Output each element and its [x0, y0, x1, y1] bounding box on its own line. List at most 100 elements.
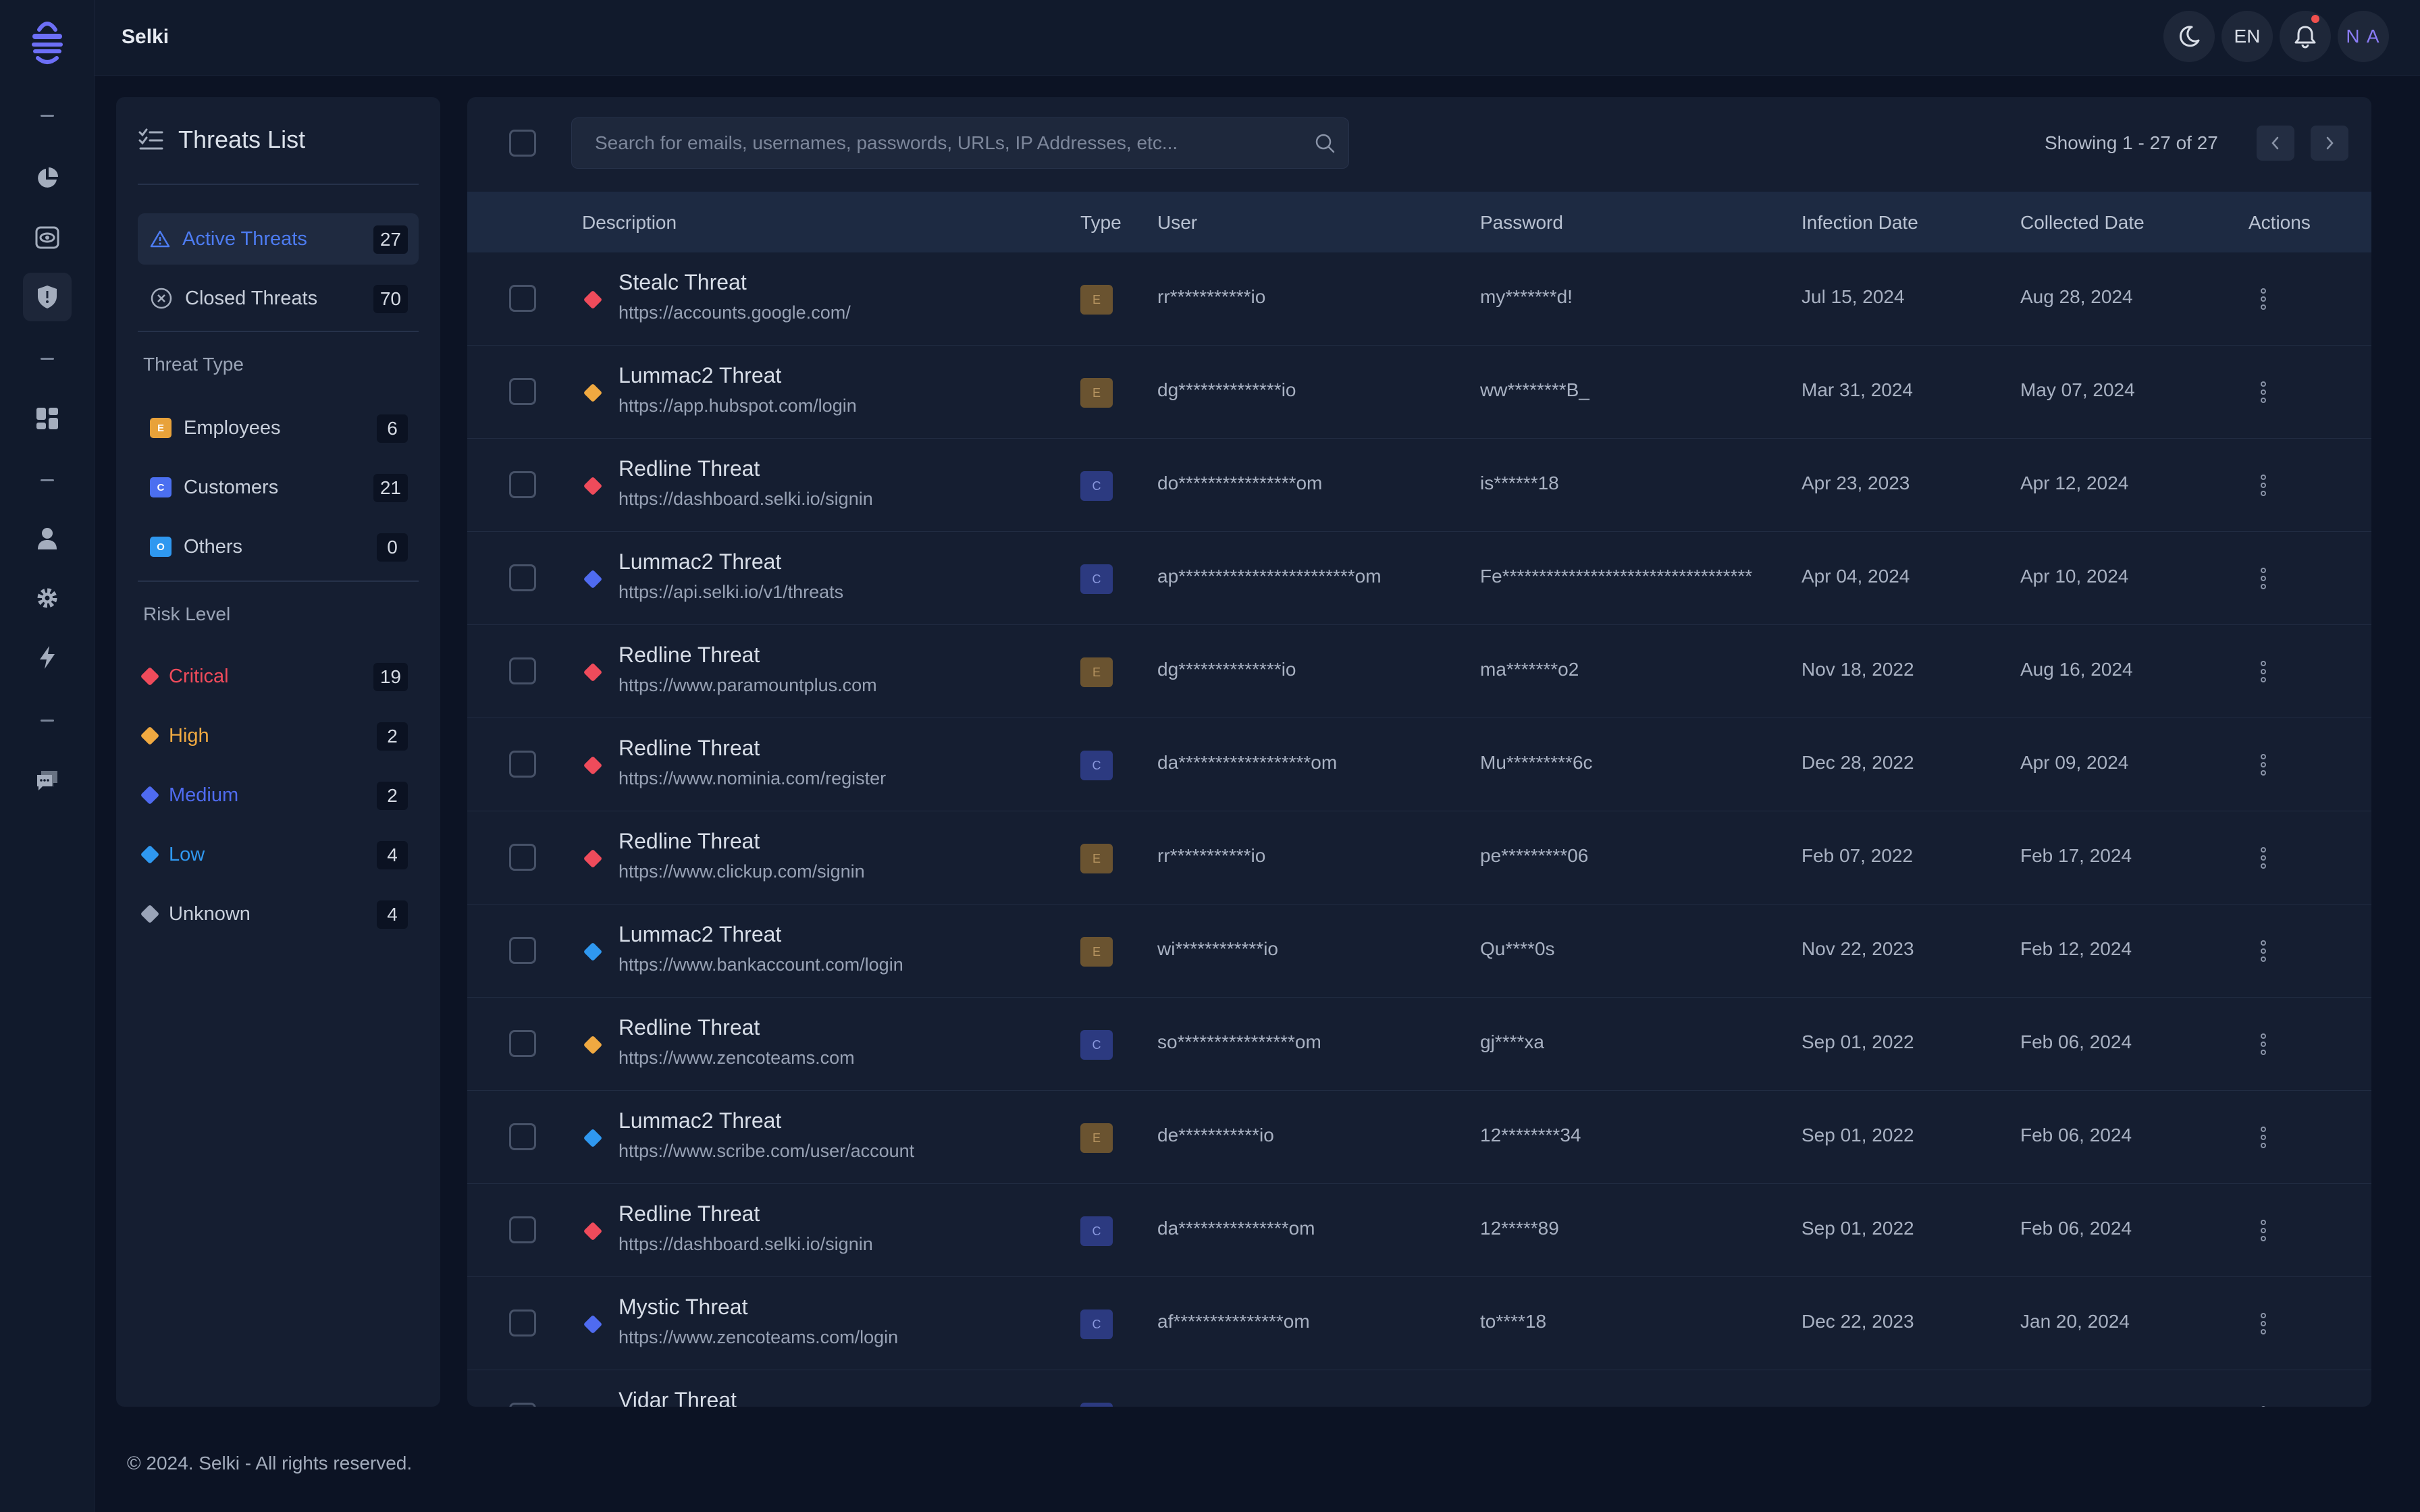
prev-page-button[interactable] — [2257, 126, 2294, 161]
row-checkbox[interactable] — [509, 1123, 536, 1150]
more-actions-icon[interactable] — [2250, 470, 2277, 501]
filter-risk-low[interactable]: Low 4 — [138, 829, 419, 880]
more-actions-icon[interactable] — [2250, 377, 2277, 408]
filter-count: 6 — [377, 414, 408, 443]
table-row[interactable]: Redline Threat https://www.zencoteams.com… — [467, 998, 2371, 1091]
nav-chat-icon[interactable] — [23, 756, 72, 805]
column-header-collected-date[interactable]: Collected Date — [2020, 212, 2145, 233]
infection-date: Nov 22, 2023 — [1801, 938, 1914, 959]
row-checkbox[interactable] — [509, 844, 536, 871]
row-checkbox[interactable] — [509, 1403, 536, 1407]
table-row[interactable]: Redline Threat https://www.paramountplus.… — [467, 625, 2371, 718]
threat-name[interactable]: Redline Threat — [619, 643, 760, 667]
user-avatar[interactable]: N A — [2338, 11, 2389, 62]
threat-name[interactable]: Vidar Threat — [619, 1388, 737, 1407]
column-header-type[interactable]: Type — [1080, 212, 1122, 233]
filter-type-customers[interactable]: C Customers 21 — [138, 462, 419, 513]
select-all-checkbox[interactable] — [509, 130, 536, 157]
masked-user: da******************om — [1157, 752, 1338, 773]
table-row[interactable]: Mystic Threat https://www.zencoteams.com/… — [467, 1277, 2371, 1370]
threat-name[interactable]: Redline Threat — [619, 736, 760, 760]
more-actions-icon[interactable] — [2250, 1122, 2277, 1153]
threat-url: https://www.zencoteams.com/login — [619, 1327, 899, 1347]
threat-name[interactable]: Stealc Threat — [619, 270, 747, 294]
row-checkbox[interactable] — [509, 937, 536, 964]
column-header-infection-date[interactable]: Infection Date — [1801, 212, 1918, 233]
threat-name[interactable]: Redline Threat — [619, 829, 760, 853]
filter-active-threats[interactable]: Active Threats 27 — [138, 213, 419, 265]
risk-diamond-icon — [583, 755, 603, 776]
more-actions-icon[interactable] — [2250, 656, 2277, 687]
column-header-password[interactable]: Password — [1480, 212, 1563, 233]
threat-name[interactable]: Lummac2 Threat — [619, 549, 782, 574]
next-page-button[interactable] — [2311, 126, 2348, 161]
more-actions-icon[interactable] — [2250, 842, 2277, 873]
filter-type-others[interactable]: O Others 0 — [138, 521, 419, 572]
risk-diamond-icon — [140, 844, 160, 865]
filter-risk-unknown[interactable]: Unknown 4 — [138, 888, 419, 940]
nav-user-icon[interactable] — [23, 514, 72, 563]
row-checkbox[interactable] — [509, 378, 536, 405]
row-checkbox[interactable] — [509, 1216, 536, 1243]
search-box — [571, 117, 1349, 169]
divider — [138, 184, 419, 185]
filter-type-employees[interactable]: E Employees 6 — [138, 402, 419, 454]
threat-name[interactable]: Redline Threat — [619, 1015, 760, 1040]
more-actions-icon[interactable] — [2250, 284, 2277, 315]
filter-risk-critical[interactable]: Critical 19 — [138, 651, 419, 702]
more-actions-icon[interactable] — [2250, 1401, 2277, 1407]
selki-logo-icon[interactable] — [26, 18, 69, 66]
table-row[interactable]: Stealc Threat https://accounts.google.com… — [467, 252, 2371, 346]
more-actions-icon[interactable] — [2250, 749, 2277, 780]
row-checkbox[interactable] — [509, 471, 536, 498]
threat-name[interactable]: Lummac2 Threat — [619, 922, 782, 946]
threat-url: https://accounts.google.com/ — [619, 302, 851, 323]
nav-settings-gear-icon[interactable] — [23, 574, 72, 622]
threat-name[interactable]: Redline Threat — [619, 456, 760, 481]
row-checkbox[interactable] — [509, 564, 536, 591]
more-actions-icon[interactable] — [2250, 1029, 2277, 1060]
table-row[interactable]: Lummac2 Threat https://app.hubspot.com/lo… — [467, 346, 2371, 439]
column-header-description[interactable]: Description — [582, 212, 677, 233]
more-actions-icon[interactable] — [2250, 563, 2277, 594]
table-row[interactable]: Lummac2 Threat https://www.scribe.com/use… — [467, 1091, 2371, 1184]
table-row[interactable]: Lummac2 Threat https://www.bankaccount.co… — [467, 905, 2371, 998]
row-checkbox[interactable] — [509, 1310, 536, 1336]
threat-name[interactable]: Redline Threat — [619, 1202, 760, 1226]
column-header-user[interactable]: User — [1157, 212, 1198, 233]
nav-bolt-icon[interactable] — [23, 633, 72, 682]
row-checkbox[interactable] — [509, 657, 536, 684]
filter-count: 27 — [373, 225, 408, 254]
filter-count: 2 — [377, 722, 408, 751]
language-button[interactable]: EN — [2221, 11, 2273, 62]
nav-threats-shield-icon[interactable] — [23, 273, 72, 321]
theme-toggle-moon-icon[interactable] — [2163, 11, 2215, 62]
more-actions-icon[interactable] — [2250, 936, 2277, 967]
filter-risk-medium[interactable]: Medium 2 — [138, 770, 419, 821]
filter-risk-high[interactable]: High 2 — [138, 710, 419, 761]
filter-closed-threats[interactable]: Closed Threats 70 — [138, 273, 419, 324]
table-row[interactable]: Redline Threat https://dashboard.selki.io… — [467, 439, 2371, 532]
search-icon[interactable] — [1313, 132, 1336, 155]
nav-apps-grid-icon[interactable] — [23, 394, 72, 443]
row-checkbox[interactable] — [509, 1030, 536, 1057]
table-row[interactable]: Redline Threat https://www.clickup.com/si… — [467, 811, 2371, 905]
table-row[interactable]: Vidar Threat C — [467, 1370, 2371, 1407]
row-checkbox[interactable] — [509, 285, 536, 312]
nav-dashboard-chart-icon[interactable] — [23, 154, 72, 202]
nav-monitoring-eye-icon[interactable] — [23, 213, 72, 262]
threat-url: https://www.bankaccount.com/login — [619, 954, 903, 975]
threat-name[interactable]: Mystic Threat — [619, 1295, 748, 1319]
row-checkbox[interactable] — [509, 751, 536, 778]
more-actions-icon[interactable] — [2250, 1215, 2277, 1246]
threat-name[interactable]: Lummac2 Threat — [619, 363, 782, 387]
table-row[interactable]: Lummac2 Threat https://api.selki.io/v1/th… — [467, 532, 2371, 625]
table-row[interactable]: Redline Threat https://www.nominia.com/re… — [467, 718, 2371, 811]
threat-name[interactable]: Lummac2 Threat — [619, 1108, 782, 1133]
table-row[interactable]: Redline Threat https://dashboard.selki.io… — [467, 1184, 2371, 1277]
notifications-bell-icon[interactable] — [2280, 11, 2331, 62]
column-header-actions: Actions — [2248, 212, 2311, 233]
more-actions-icon[interactable] — [2250, 1308, 2277, 1339]
search-input[interactable] — [595, 132, 1297, 154]
risk-diamond-icon — [583, 383, 603, 403]
